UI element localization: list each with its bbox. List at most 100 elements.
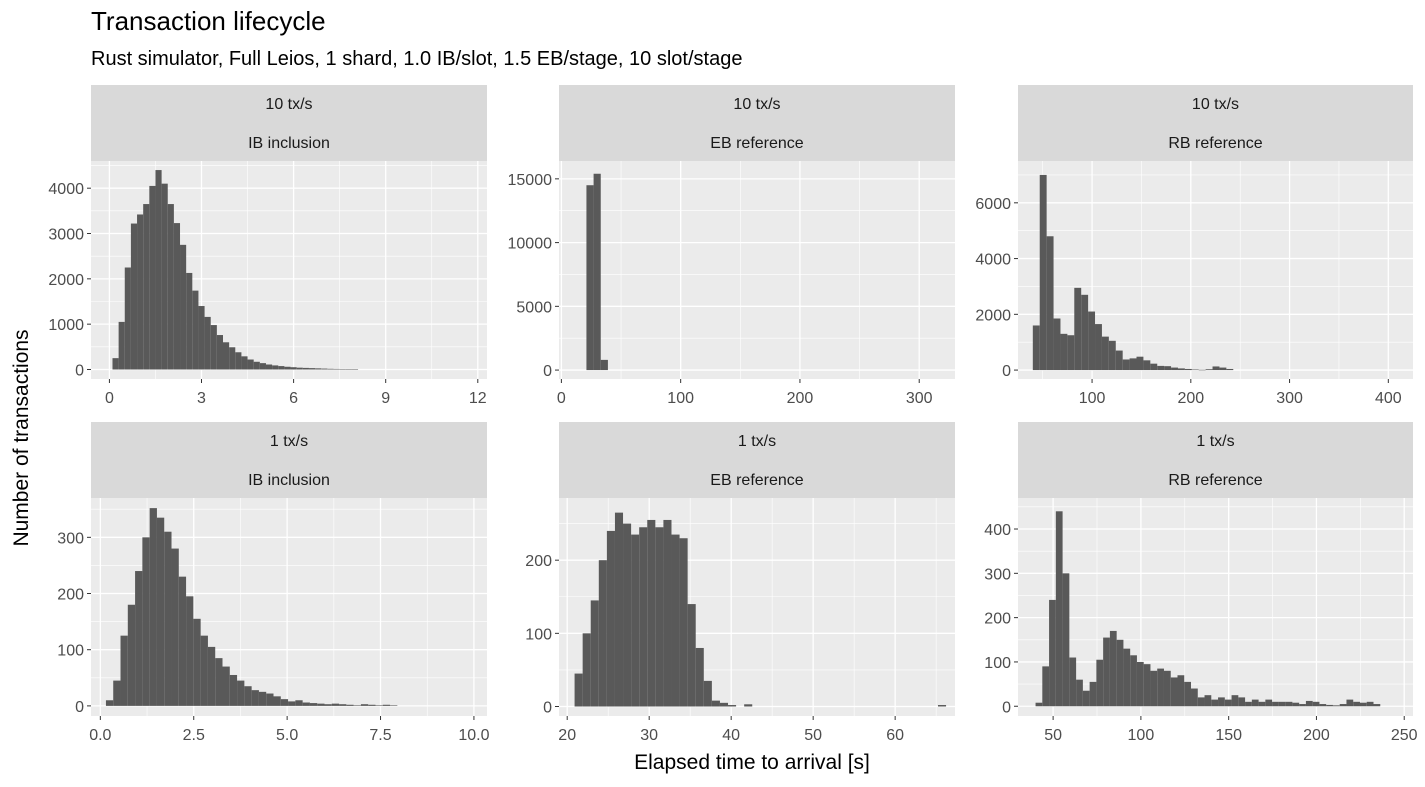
y-tick-label: 0: [1002, 699, 1011, 716]
facet-rate-label: 1 tx/s: [738, 433, 776, 450]
y-axis-title: Number of transactions: [10, 329, 33, 546]
x-tick-label: 0: [557, 390, 566, 407]
histogram-bar: [327, 368, 334, 370]
histogram-bar: [1074, 287, 1082, 371]
histogram-bar: [229, 347, 236, 370]
x-tick-label: 50: [1044, 727, 1062, 744]
histogram-bar: [353, 705, 361, 706]
histogram-bar: [711, 700, 720, 707]
histogram-bar: [1157, 668, 1164, 707]
histogram-bar: [1101, 336, 1109, 371]
histogram-bar: [1164, 366, 1172, 371]
facet-rate-label: 10 tx/s: [733, 96, 780, 113]
histogram-bar: [1177, 675, 1185, 707]
y-tick-label: 4000: [975, 252, 1011, 269]
facet-strip: [1018, 422, 1413, 498]
x-tick-label: 0: [105, 390, 114, 407]
y-tick-label: 200: [984, 611, 1011, 628]
histogram-bar: [222, 666, 230, 706]
histogram-bar: [247, 359, 254, 370]
histogram-bar: [1198, 369, 1206, 371]
histogram-bar: [345, 369, 352, 370]
y-tick-label: 0: [543, 363, 552, 380]
histogram-bar: [1150, 363, 1158, 371]
histogram-bar: [1123, 648, 1131, 707]
histogram-bar: [167, 204, 174, 370]
histogram-bar: [1150, 670, 1158, 707]
x-tick-label: 150: [1215, 727, 1242, 744]
histogram-bar: [156, 517, 165, 706]
histogram-bar: [1184, 368, 1192, 371]
histogram-bar: [339, 369, 346, 370]
histogram-bar: [1115, 350, 1123, 371]
histogram-bar: [368, 704, 376, 706]
histogram-bar: [295, 700, 303, 706]
histogram-bar: [671, 534, 680, 707]
histogram-bar: [155, 170, 162, 370]
histogram-bar: [333, 368, 340, 370]
histogram-bar: [346, 704, 354, 706]
x-tick-label: 2.5: [183, 727, 205, 744]
histogram-bar: [302, 702, 310, 706]
histogram-bar: [186, 272, 193, 370]
histogram-bar: [237, 680, 245, 706]
histogram-bar: [1076, 679, 1083, 707]
plot-panel: [1018, 498, 1413, 716]
facet-panel: 1 tx/s EB reference 0 100 200 20 30 40 50 60: [525, 422, 955, 744]
histogram-bar: [679, 538, 688, 707]
histogram-bar: [1116, 639, 1124, 707]
histogram-bar: [178, 576, 187, 706]
histogram-bar: [1226, 368, 1234, 371]
histogram-bar: [266, 693, 274, 706]
facet-strip: [559, 422, 955, 498]
y-tick-label: 300: [57, 530, 84, 547]
histogram-bar: [135, 571, 143, 706]
histogram-bar: [1272, 701, 1279, 707]
histogram-bar: [744, 704, 753, 707]
facet-stage-label: IB inclusion: [248, 472, 330, 489]
histogram-bar: [728, 705, 737, 707]
histogram-bar: [216, 335, 223, 370]
histogram-bar: [1095, 324, 1102, 371]
histogram-bar: [600, 359, 608, 371]
x-tick-label: 5.0: [276, 727, 298, 744]
y-tick-label: 1000: [48, 317, 84, 334]
x-tick-label: 9: [381, 390, 390, 407]
histogram-bar: [1211, 699, 1219, 707]
histogram-bar: [1319, 704, 1327, 707]
histogram-bar: [1312, 701, 1320, 707]
histogram-bar: [1062, 573, 1070, 707]
x-axis-title: Elapsed time to arrival [s]: [634, 751, 870, 774]
histogram-bar: [273, 696, 281, 706]
histogram-bar: [1089, 681, 1097, 707]
histogram-bar: [1053, 318, 1061, 371]
x-tick-label: 300: [1276, 390, 1303, 407]
histogram-bar: [590, 600, 599, 707]
histogram-bar: [1292, 702, 1300, 707]
chart-title: Transaction lifecycle: [91, 6, 326, 36]
y-tick-label: 0: [75, 362, 84, 379]
histogram-bar: [623, 523, 632, 707]
x-tick-label: 0.0: [89, 727, 111, 744]
histogram-bar: [593, 173, 601, 371]
histogram-bar: [582, 633, 591, 707]
histogram-bar: [639, 527, 648, 707]
histogram-bar: [1258, 701, 1266, 707]
histogram-bar: [229, 674, 238, 706]
histogram-bar: [1088, 311, 1096, 371]
y-tick-label: 5000: [516, 299, 552, 316]
histogram-bar: [1219, 367, 1227, 371]
histogram-bar: [574, 673, 583, 707]
x-tick-label: 200: [1303, 727, 1330, 744]
y-tick-label: 2000: [975, 307, 1011, 324]
x-tick-label: 3: [197, 390, 206, 407]
histogram-bar: [375, 705, 383, 706]
x-tick-label: 40: [722, 727, 740, 744]
histogram-bar: [1103, 637, 1110, 707]
histogram-bar: [308, 368, 316, 370]
histogram-bar: [360, 704, 369, 706]
histogram-bar: [1218, 697, 1225, 707]
x-tick-label: 250: [1391, 727, 1418, 744]
histogram-bar: [1245, 701, 1252, 707]
